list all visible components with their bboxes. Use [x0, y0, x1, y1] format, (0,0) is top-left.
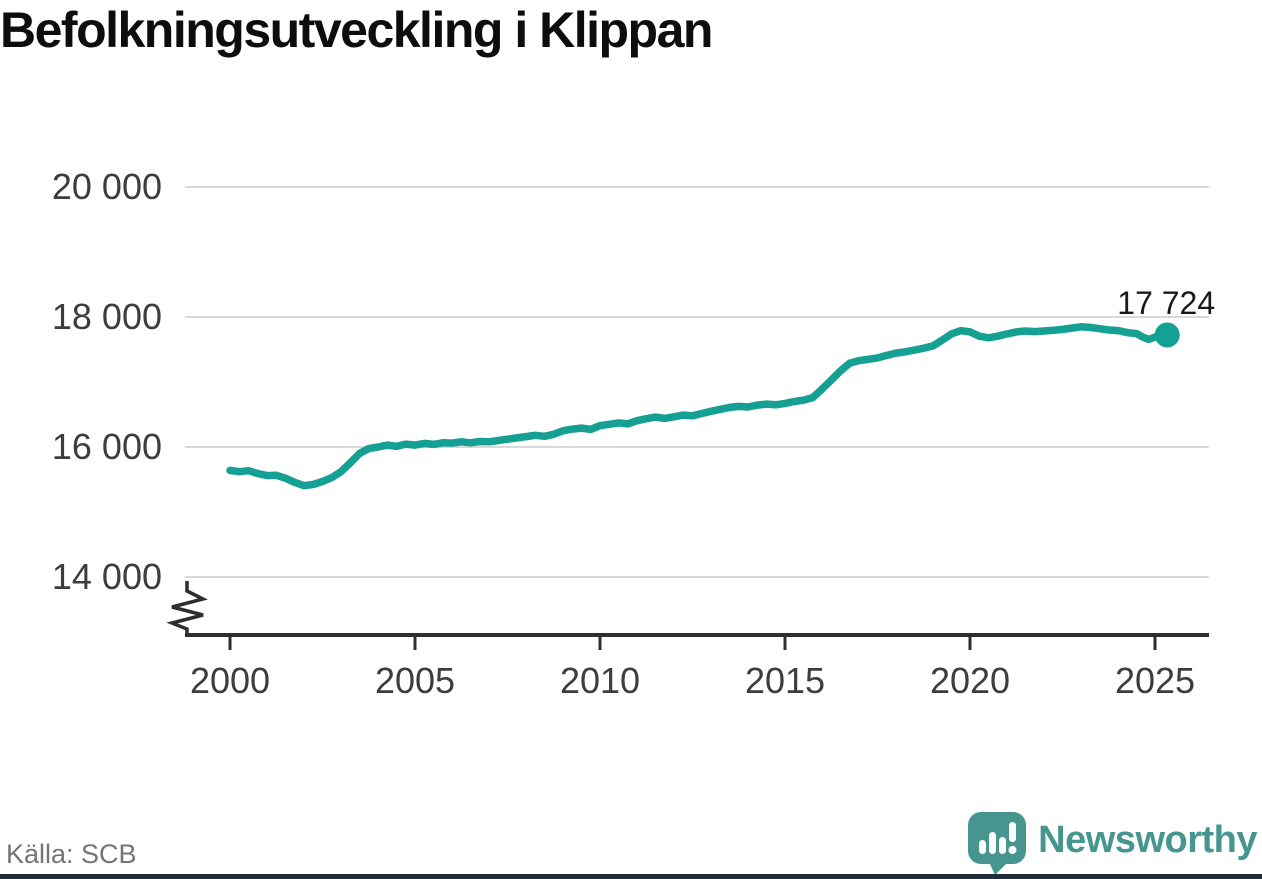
- gridlines: [185, 186, 1209, 578]
- y-axis-labels: 14 000 16 000 18 000 20 000: [52, 166, 162, 597]
- x-tick-label: 2020: [930, 660, 1010, 701]
- population-line: [226, 323, 1171, 490]
- newsworthy-logo-icon: [968, 812, 1027, 875]
- latest-value-dot: [1154, 322, 1180, 348]
- newsworthy-logo[interactable]: Newsworthy: [968, 812, 1257, 875]
- y-tick-label: 16 000: [52, 426, 162, 467]
- y-tick-label: 20 000: [52, 166, 162, 207]
- chart-title: Befolkningsutveckling i Klippan: [0, 2, 713, 58]
- y-tick-label: 14 000: [52, 556, 162, 597]
- newsworthy-logo-text: Newsworthy: [1038, 818, 1257, 861]
- x-tick-label: 2010: [560, 660, 640, 701]
- x-tick-label: 2000: [190, 660, 270, 701]
- y-axis-break-zigzag: [166, 581, 208, 633]
- x-axis-ticks: [228, 635, 1157, 650]
- x-tick-label: 2015: [745, 660, 825, 701]
- x-axis-labels: 2000 2005 2010 2015 2020 2025: [190, 660, 1195, 701]
- source-caption: Källa: SCB: [6, 839, 137, 869]
- bottom-border-bar: [0, 874, 1262, 879]
- x-tick-label: 2025: [1115, 660, 1195, 701]
- x-axis: 2000 2005 2010 2015 2020 2025: [166, 581, 1209, 701]
- latest-value-label: 17 724: [1117, 285, 1215, 321]
- population-chart: 14 000 16 000 18 000 20 000 2000 2005 2010 201…: [52, 166, 1215, 701]
- y-tick-label: 18 000: [52, 296, 162, 337]
- x-tick-label: 2005: [375, 660, 455, 701]
